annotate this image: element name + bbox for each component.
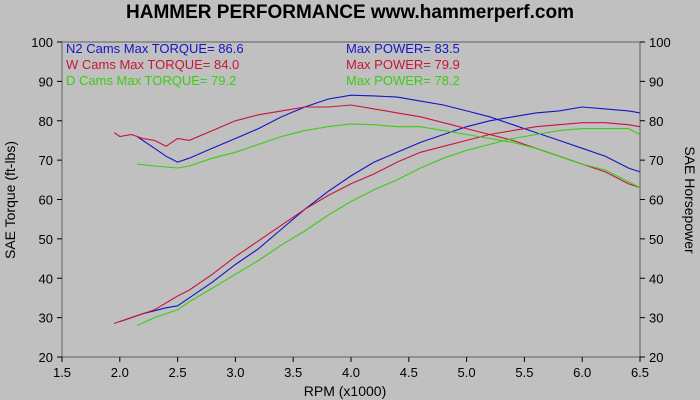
- x-tick-label: 1.5: [53, 365, 71, 380]
- x-tick-label: 2.5: [169, 365, 187, 380]
- series-line-n2-cams-torque: [136, 94, 641, 173]
- y-tick-label-left: 100: [31, 35, 53, 50]
- x-tick-label: 4.5: [400, 365, 418, 380]
- y-tick-label-right: 100: [649, 35, 671, 50]
- legend-torque-entry: W Cams Max TORQUE= 84.0: [66, 57, 239, 72]
- plot-area: [61, 41, 641, 358]
- legend: N2 Cams Max TORQUE= 86.6 Max POWER= 83.5 W…: [66, 41, 460, 88]
- series-line-d-cams-power: [136, 128, 641, 327]
- y-tick-label-left: 60: [39, 193, 53, 208]
- legend-power-entry: Max POWER= 83.5: [346, 41, 460, 56]
- y-tick-label-left: 70: [39, 153, 53, 168]
- x-tick-label: 2.0: [111, 365, 129, 380]
- x-axis-label: RPM (x1000): [304, 383, 386, 399]
- y-tick-label-right: 80: [649, 114, 663, 129]
- x-tick-label: 3.0: [226, 365, 244, 380]
- x-tick-label: 3.5: [284, 365, 302, 380]
- y-tick-label-left: 50: [39, 232, 53, 247]
- y-tick-label-right: 20: [649, 350, 663, 365]
- series-lines: [113, 94, 641, 327]
- y-tick-label-right: 30: [649, 311, 663, 326]
- y-tick-label-right: 70: [649, 153, 663, 168]
- x-tick-label: 6.0: [573, 365, 591, 380]
- series-line-d-cams-torque: [137, 123, 641, 189]
- y-tick-label-left: 20: [39, 350, 53, 365]
- y-tick-label-right: 90: [649, 74, 663, 89]
- y-axis-right-label: SAE Horsepower: [682, 146, 698, 254]
- y-tick-label-left: 40: [39, 271, 53, 286]
- y-axis-left-label: SAE Torque (ft-lbs): [2, 141, 18, 259]
- legend-power-entry: Max POWER= 79.9: [346, 57, 460, 72]
- legend-power-entry: Max POWER= 78.2: [346, 73, 460, 88]
- x-tick-label: 5.5: [515, 365, 533, 380]
- x-tick-label: 6.5: [631, 365, 649, 380]
- y-tick-label-left: 30: [39, 311, 53, 326]
- chart-title: HAMMER PERFORMANCE www.hammerperf.com: [126, 2, 574, 23]
- y-tick-label-left: 80: [39, 114, 53, 129]
- y-tick-label-right: 60: [649, 193, 663, 208]
- series-line-n2-cams-power: [119, 106, 641, 323]
- y-tick-label-right: 40: [649, 271, 663, 286]
- y-tick-label-left: 90: [39, 74, 53, 89]
- legend-torque-entry: D Cams Max TORQUE= 79.2: [66, 73, 236, 88]
- y-tick-label-right: 50: [649, 232, 663, 247]
- x-tick-label: 4.0: [342, 365, 360, 380]
- legend-torque-entry: N2 Cams Max TORQUE= 86.6: [66, 41, 244, 56]
- series-line-w-cams-power: [113, 122, 641, 325]
- x-tick-label: 5.0: [458, 365, 476, 380]
